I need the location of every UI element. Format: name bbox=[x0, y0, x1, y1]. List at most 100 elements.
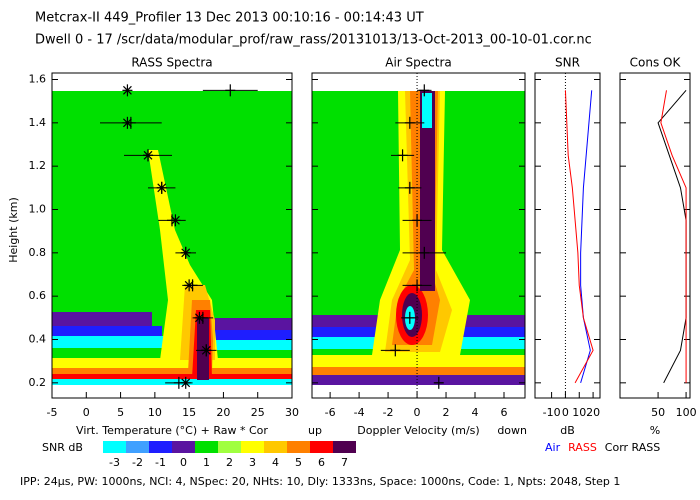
colorbar-tick-label: 2 bbox=[226, 456, 233, 469]
y-tick-label: 1.0 bbox=[29, 203, 47, 216]
colorbar-swatch bbox=[241, 441, 264, 453]
x-tick-label: 2 bbox=[443, 406, 450, 419]
marker-stroke bbox=[195, 313, 204, 323]
header-title: Metcrax-II 449_Profiler 13 Dec 2013 00:1… bbox=[35, 11, 424, 26]
series-line bbox=[564, 90, 594, 384]
plus-marker bbox=[419, 246, 430, 259]
x-tick-label: -4 bbox=[354, 406, 365, 419]
x-tick-label: 0 bbox=[414, 406, 421, 419]
colorbar-swatch bbox=[287, 441, 310, 453]
marker-stroke bbox=[143, 150, 153, 160]
plot-frame bbox=[51, 72, 293, 399]
x-tick-label: 25 bbox=[251, 406, 265, 419]
x-tick-label: 10 bbox=[572, 406, 586, 419]
colorbar-swatch bbox=[149, 441, 172, 453]
plus-marker bbox=[397, 149, 408, 162]
marker-stroke bbox=[201, 345, 211, 355]
plus-marker bbox=[419, 84, 430, 97]
x-tick-label: -2 bbox=[383, 406, 394, 419]
footer: IPP: 24μs, PW: 1000ns, NCI: 4, NSpec: 20… bbox=[20, 475, 620, 488]
x-axis-label: % bbox=[650, 424, 660, 437]
legend-entry: Air bbox=[545, 441, 561, 454]
colorbar-tick-label: 3 bbox=[249, 456, 256, 469]
plus-marker bbox=[404, 181, 415, 194]
colorbar-swatch bbox=[195, 441, 218, 453]
plus-marker bbox=[390, 344, 401, 357]
plus-marker bbox=[225, 84, 236, 97]
asterisk-marker bbox=[122, 116, 133, 129]
x-tick-label: 100 bbox=[676, 406, 697, 419]
y-axis-label: Height (km) bbox=[7, 197, 20, 263]
marker-stroke bbox=[157, 183, 167, 193]
marker-stroke bbox=[181, 248, 191, 258]
series-line bbox=[660, 90, 687, 383]
header-subtitle: Dwell 0 - 17 /scr/data/modular_prof/raw_… bbox=[35, 33, 592, 48]
x-tick-label: 5 bbox=[117, 406, 124, 419]
plus-marker bbox=[412, 279, 423, 292]
plot-frame bbox=[534, 72, 601, 399]
air-contours bbox=[312, 91, 525, 385]
legend-entry: Corr RASS bbox=[605, 441, 660, 454]
y-tick-label: 1.2 bbox=[29, 159, 47, 172]
x-tick-label: -5 bbox=[47, 406, 58, 419]
colorbar-swatch bbox=[172, 441, 195, 453]
asterisk-marker bbox=[156, 181, 167, 194]
panel-title: Cons OK bbox=[630, 56, 682, 70]
y-tick-label: 1.6 bbox=[29, 73, 47, 86]
x-tick-label: 0 bbox=[83, 406, 90, 419]
x-tick-label: 20 bbox=[586, 406, 600, 419]
asterisk-marker bbox=[180, 246, 191, 259]
marker-stroke bbox=[171, 215, 180, 225]
colorbar-label: SNR dB bbox=[42, 441, 83, 454]
annotation: down bbox=[497, 424, 527, 437]
asterisk-marker bbox=[201, 344, 212, 357]
y-tick-label: 0.8 bbox=[29, 246, 47, 259]
plus-marker bbox=[412, 214, 423, 227]
y-tick-label: 1.4 bbox=[29, 116, 47, 129]
x-axis-label: Virt. Temperature (°C) + Raw * Cor bbox=[76, 424, 268, 437]
x-axis-label: Doppler Velocity (m/s) bbox=[357, 424, 479, 437]
plus-marker bbox=[404, 311, 415, 324]
panel-title: Air Spectra bbox=[385, 56, 452, 70]
colorbar-tick-label: 6 bbox=[318, 456, 325, 469]
asterisk-marker bbox=[194, 311, 205, 324]
colorbar-swatch bbox=[333, 441, 356, 453]
marker-stroke bbox=[184, 280, 194, 290]
x-tick-label: 30 bbox=[285, 406, 299, 419]
x-tick-label: 10 bbox=[148, 406, 162, 419]
colorbar-swatch bbox=[218, 441, 241, 453]
colorbar-tick-label: 5 bbox=[295, 456, 302, 469]
colorbar-swatch bbox=[126, 441, 149, 453]
colorbar-swatch bbox=[310, 441, 333, 453]
rass-contours bbox=[52, 91, 292, 385]
annotation: up bbox=[308, 424, 322, 437]
marker-stroke bbox=[123, 85, 132, 95]
y-tick-label: 0.2 bbox=[29, 376, 47, 389]
x-tick-label: 20 bbox=[216, 406, 230, 419]
y-tick-label: 0.4 bbox=[29, 333, 47, 346]
colorbar-tick-label: 4 bbox=[272, 456, 279, 469]
colorbar-tick-label: -2 bbox=[132, 456, 143, 469]
x-axis-label: dB bbox=[560, 424, 575, 437]
colorbar-swatch bbox=[103, 441, 126, 453]
plus-marker bbox=[433, 376, 444, 389]
x-tick-label: 15 bbox=[182, 406, 196, 419]
asterisk-marker bbox=[143, 149, 153, 162]
asterisk-marker bbox=[184, 279, 195, 292]
plot-frame bbox=[619, 72, 691, 399]
plus-marker bbox=[404, 116, 415, 129]
series-line bbox=[580, 90, 593, 383]
y-tick-label: 0.6 bbox=[29, 289, 47, 302]
x-tick-label: 6 bbox=[500, 406, 507, 419]
panel-title: SNR bbox=[555, 56, 580, 70]
asterisk-marker bbox=[170, 214, 181, 227]
colorbar-tick-label: 0 bbox=[180, 456, 187, 469]
x-tick-label: -10 bbox=[543, 406, 561, 419]
plot-frame bbox=[311, 72, 526, 399]
panel-title: RASS Spectra bbox=[131, 56, 212, 70]
colorbar-tick-label: 1 bbox=[203, 456, 210, 469]
colorbar-tick-label: -3 bbox=[109, 456, 120, 469]
legend-entry: RASS bbox=[568, 441, 597, 454]
asterisk-marker bbox=[180, 376, 191, 389]
